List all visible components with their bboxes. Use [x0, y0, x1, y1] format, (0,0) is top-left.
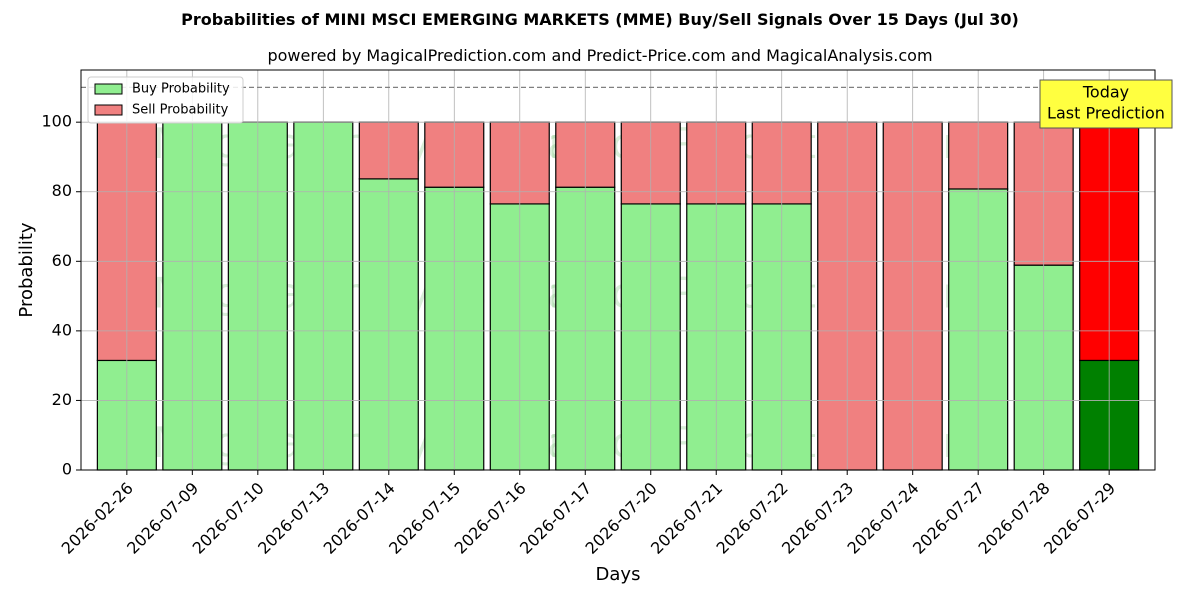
chart-title: Probabilities of MINI MSCI EMERGING MARK… — [181, 10, 1019, 29]
y-axis-label: Probability — [16, 222, 37, 317]
y-tick-label: 0 — [62, 460, 72, 479]
x-axis-label: Days — [596, 564, 641, 585]
legend-label: Buy Probability — [132, 82, 230, 97]
legend-swatch — [94, 83, 123, 95]
plot-frame — [80, 69, 1156, 471]
annotation-text: Last Prediction — [1047, 104, 1165, 123]
legend-box — [87, 76, 244, 124]
legend: Buy Probability Sell Probability — [87, 76, 244, 124]
y-tick-label: 100 — [41, 112, 72, 131]
y-tick-label: 80 — [52, 181, 72, 200]
legend-swatch — [94, 104, 123, 116]
y-tick-label: 60 — [52, 251, 72, 270]
chart-subtitle: powered by MagicalPrediction.com and Pre… — [267, 46, 933, 65]
annotation-text: Today — [1082, 83, 1129, 102]
legend-label: Sell Probability — [132, 103, 229, 118]
today-annotation: Today Last Prediction — [1039, 79, 1173, 129]
annotation-box — [1039, 79, 1173, 129]
y-tick-label: 40 — [52, 320, 72, 339]
y-tick-label: 20 — [52, 390, 72, 409]
